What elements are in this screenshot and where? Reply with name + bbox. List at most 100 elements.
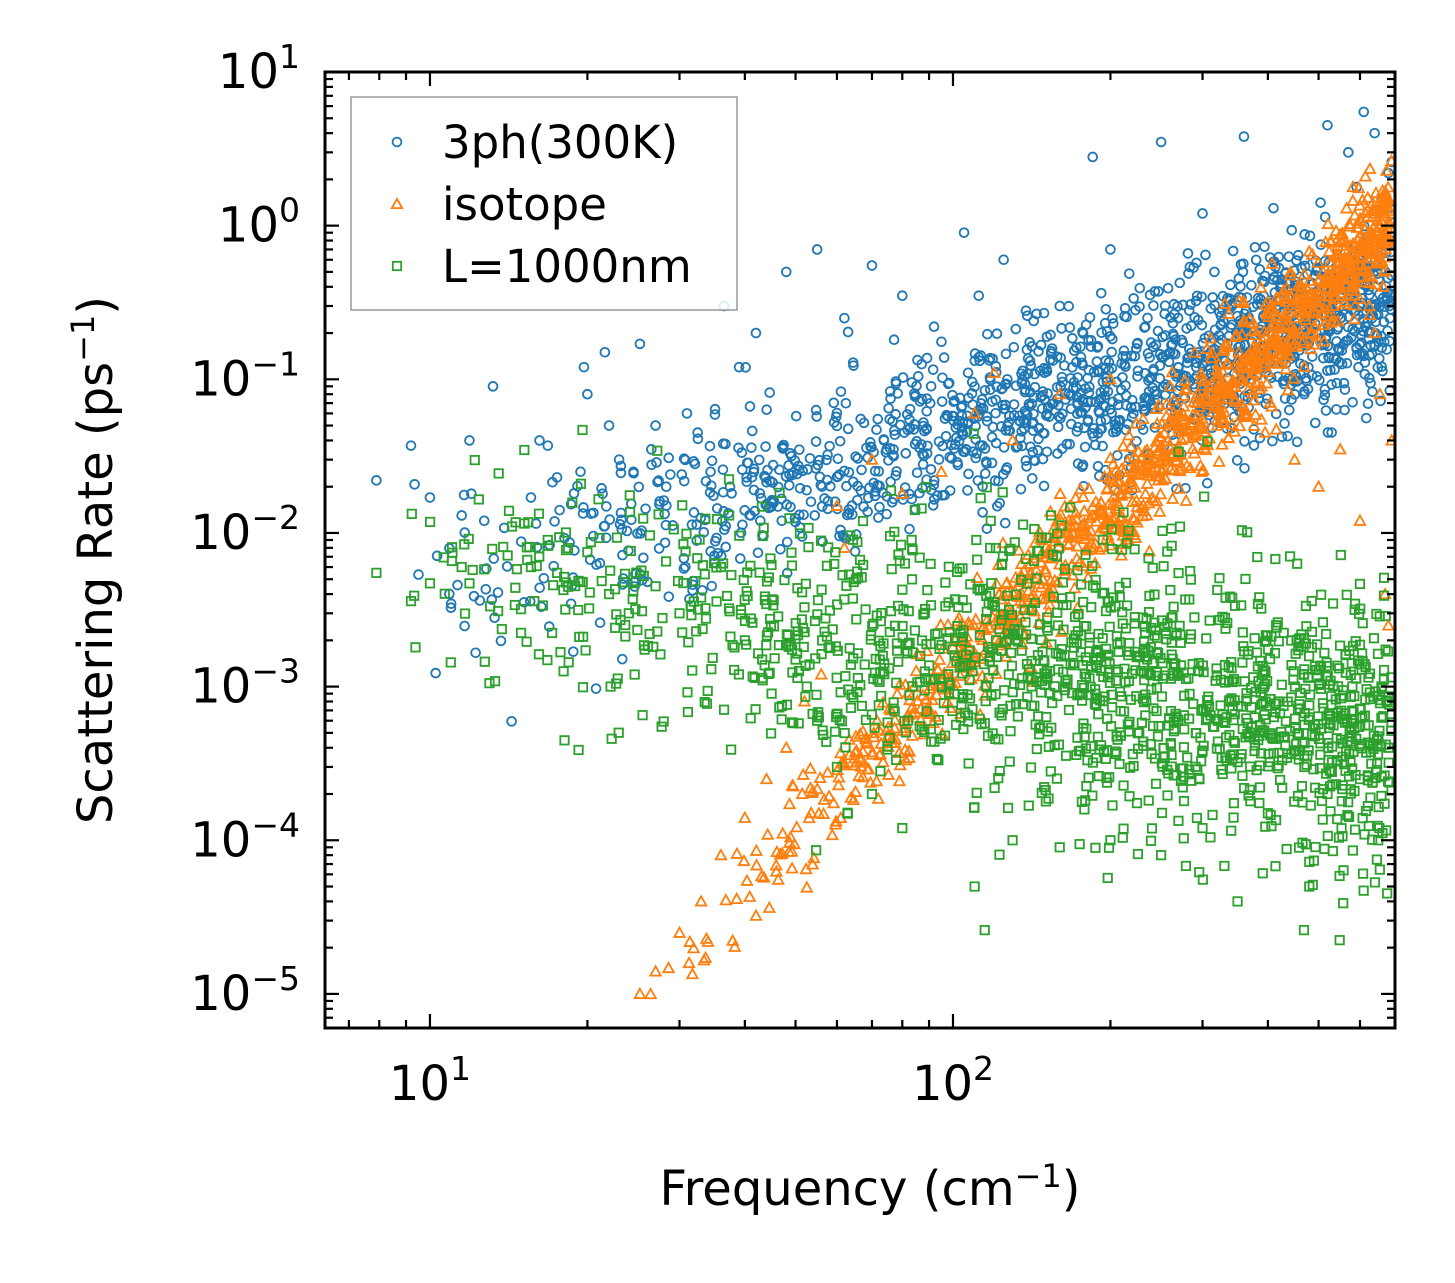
data-point [1363,820,1374,832]
data-point [796,767,810,780]
data-point [1229,737,1240,748]
y-tick-label: 100 [218,191,300,254]
data-point [1189,612,1200,623]
data-point [1050,575,1065,588]
data-point [846,792,861,806]
data-point [958,446,969,458]
data-point [1202,379,1216,392]
data-point [865,745,880,758]
data-point [828,817,843,830]
data-point [1358,263,1372,276]
data-point [1317,617,1329,628]
data-point [1322,244,1336,257]
data-point [1277,782,1288,793]
data-point [1178,742,1190,753]
data-point [459,608,471,619]
data-point [1328,680,1339,691]
data-point [915,650,926,662]
data-point [794,528,806,539]
data-point [445,598,457,610]
data-point [709,409,721,420]
data-point [1041,410,1052,421]
data-point [763,627,774,638]
data-point [942,633,953,644]
y-tick-label: 10−2 [190,498,300,561]
data-point [1348,298,1362,311]
data-point [829,558,840,570]
data-point [1054,842,1065,853]
data-point [1306,292,1321,305]
data-point [1367,386,1378,398]
data-point [1195,378,1209,391]
data-point [1319,389,1331,401]
data-point [1258,681,1270,692]
data-point [851,614,862,625]
data-point [1246,280,1257,291]
data-point [1321,768,1332,779]
data-point [1251,765,1262,776]
data-point [926,716,941,729]
data-point [1148,453,1162,466]
data-point [1146,823,1158,834]
data-point [1379,770,1390,781]
data-point [781,536,793,548]
data-point [1315,661,1327,672]
data-point [852,648,864,659]
data-point [964,674,975,686]
data-point [1121,311,1132,323]
data-point [625,545,636,557]
data-point [1091,752,1102,764]
data-point [1136,411,1150,424]
data-point [809,510,821,521]
data-point [822,449,833,461]
data-point [835,386,847,397]
data-point [1114,581,1125,592]
data-point [1117,832,1128,843]
data-point [714,848,728,861]
data-point [1141,695,1152,706]
data-point [1153,648,1164,659]
data-point [1093,628,1104,640]
data-point [998,469,1009,480]
data-point [1117,351,1129,362]
data-point [542,655,553,666]
data-point [1326,427,1337,438]
data-point [896,290,908,302]
data-point [961,444,972,456]
data-point [742,567,753,578]
data-point [1257,868,1268,879]
data-point [496,624,507,635]
data-point [1086,602,1097,613]
data-point [1034,365,1046,377]
data-point [1103,372,1118,385]
data-point [1260,666,1271,677]
data-point [829,496,841,507]
data-point [991,328,1003,339]
data-point [1376,225,1390,238]
data-point [1243,790,1254,801]
data-point [1328,261,1342,274]
data-point [1227,676,1238,688]
data-point [1149,630,1160,641]
data-point [1084,637,1095,649]
data-point [678,539,689,550]
data-point [1240,732,1251,743]
data-point [1018,519,1029,530]
data-point [1008,410,1020,421]
data-point [1295,687,1306,699]
data-point [1343,811,1355,822]
data-point [1352,291,1367,304]
data-point [730,846,744,859]
data-point [519,444,530,456]
data-point [1172,461,1187,475]
data-point [709,403,721,415]
data-point [950,594,961,605]
data-point [1132,371,1143,382]
data-point [1373,801,1384,813]
data-point [1346,277,1360,290]
data-point [1354,774,1366,785]
data-point [996,383,1007,395]
data-point [1021,629,1032,640]
data-point [1103,356,1115,368]
data-point [1021,461,1032,472]
